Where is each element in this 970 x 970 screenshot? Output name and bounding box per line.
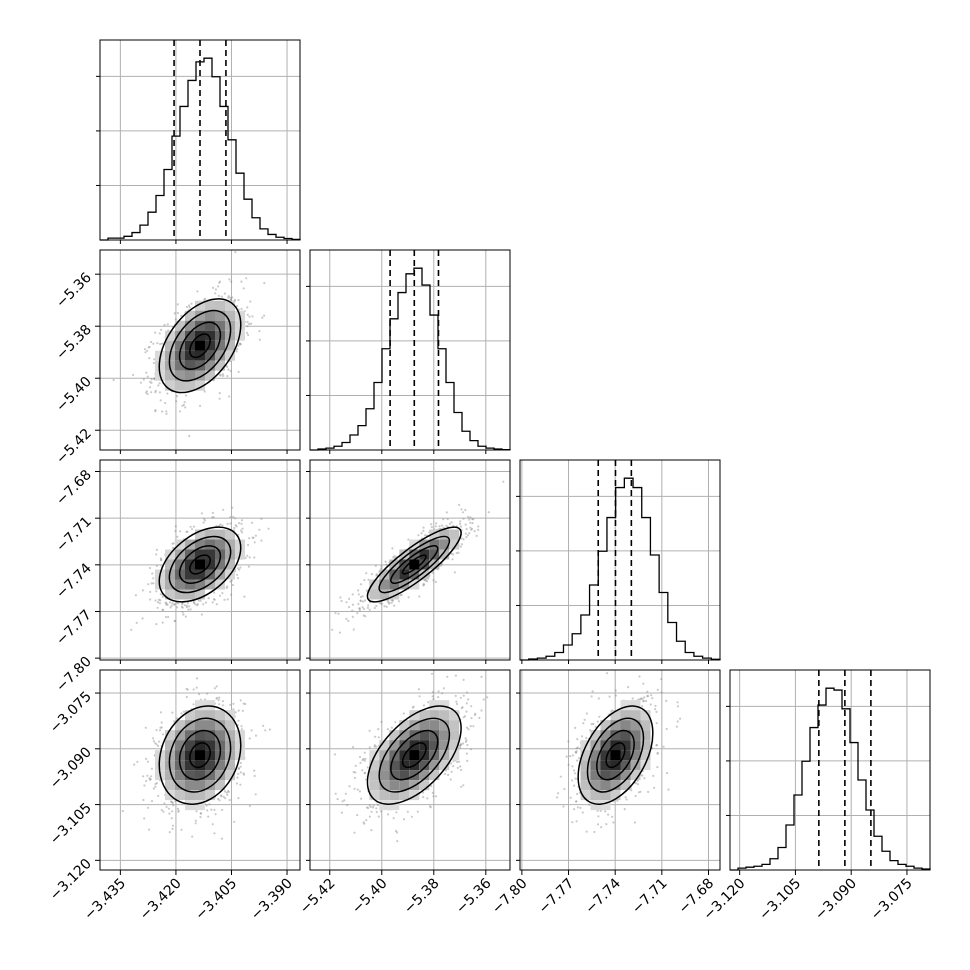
contour-line-2 (168, 309, 232, 382)
x-tick-label: −3.435 (81, 876, 129, 924)
x-tick-label: −3.405 (192, 876, 240, 924)
panel-frame (309, 459, 511, 661)
contour-line-2 (378, 535, 451, 594)
contour-line-3 (158, 298, 242, 394)
contour-line-1 (178, 321, 222, 370)
y-tick-label: −5.40 (53, 374, 95, 416)
panel-frame (729, 669, 931, 871)
contour-line-3 (158, 705, 242, 805)
y-tick-label: −7.68 (53, 467, 95, 509)
contour-line-1 (390, 729, 439, 781)
panel-frame (99, 39, 301, 241)
histogram-panel-0 (96, 39, 301, 241)
contour-line-2 (168, 717, 232, 793)
histogram-step (100, 57, 301, 241)
panel-frame (519, 459, 721, 661)
y-tick-label: −3.120 (47, 856, 95, 904)
y-tick-label: −7.77 (53, 607, 95, 649)
y-tick-label: −3.105 (47, 800, 95, 848)
x-tick-label: −3.090 (812, 876, 860, 924)
y-tick-label: −7.74 (53, 560, 95, 602)
y-tick-label: −3.090 (47, 744, 95, 792)
contour-line-2 (378, 717, 451, 793)
density-peak (409, 559, 420, 570)
y-tick-label: −5.42 (53, 426, 95, 468)
y-tick-label: −7.71 (53, 514, 95, 556)
x-tick-label: −7.77 (536, 876, 578, 918)
density-peak (195, 559, 205, 570)
contour-line-0 (401, 554, 427, 575)
density-panel-2-3 (519, 669, 721, 871)
panel-frame (519, 669, 721, 871)
histogram-step (310, 267, 511, 451)
histogram-panel-1 (306, 249, 511, 451)
contour-line-2 (586, 717, 645, 793)
x-tick-label: −5.38 (401, 876, 443, 918)
density-panel-0-3 (99, 669, 301, 871)
y-tick-label: −5.36 (53, 270, 95, 312)
y-tick-label: −3.075 (47, 689, 95, 737)
panel-frame (99, 459, 301, 661)
x-tick-label: −5.36 (453, 875, 495, 917)
x-tick-label: −7.80 (489, 876, 531, 918)
density-peak (610, 750, 621, 761)
histogram-panel-3 (726, 669, 931, 871)
contour-line-0 (189, 554, 211, 575)
density-panel-0-1 (99, 249, 301, 451)
contour-line-3 (366, 526, 462, 603)
contour-line-0 (189, 333, 211, 359)
contour-line-1 (390, 545, 439, 584)
panel-frame (99, 249, 301, 451)
contour-line-1 (178, 545, 222, 584)
density-panel-1-3 (309, 669, 511, 871)
histogram-step (730, 687, 931, 871)
contour-line-1 (178, 729, 222, 781)
density-panel-0-2 (99, 459, 301, 661)
density-peak (195, 340, 205, 351)
contour-line-0 (189, 742, 211, 769)
contour-line-3 (577, 705, 654, 805)
x-tick-label: −3.075 (868, 876, 916, 924)
contour-line-0 (401, 742, 427, 769)
x-tick-label: −7.74 (582, 875, 624, 917)
x-tick-label: −3.105 (756, 876, 804, 924)
y-tick-label: −7.80 (53, 654, 95, 696)
y-tick-label: −5.38 (53, 322, 95, 364)
x-tick-label: −3.420 (137, 876, 185, 924)
contour-line-3 (366, 705, 462, 805)
panel-frame (309, 249, 511, 451)
x-tick-label: −3.390 (248, 876, 296, 924)
panel-frame (309, 669, 511, 871)
x-tick-label: −5.40 (349, 876, 391, 918)
panel-frame (99, 669, 301, 871)
contour-line-2 (168, 535, 232, 594)
x-tick-label: −7.71 (629, 876, 671, 918)
x-tick-label: −5.42 (297, 876, 339, 918)
histogram-panel-2 (516, 459, 721, 661)
contour-line-3 (158, 526, 242, 603)
density-peak (409, 750, 420, 761)
density-panel-1-2 (309, 459, 511, 661)
histogram-step (520, 477, 721, 661)
contour-line-1 (596, 729, 635, 781)
density-peak (195, 750, 205, 761)
contour-line-0 (605, 742, 626, 769)
